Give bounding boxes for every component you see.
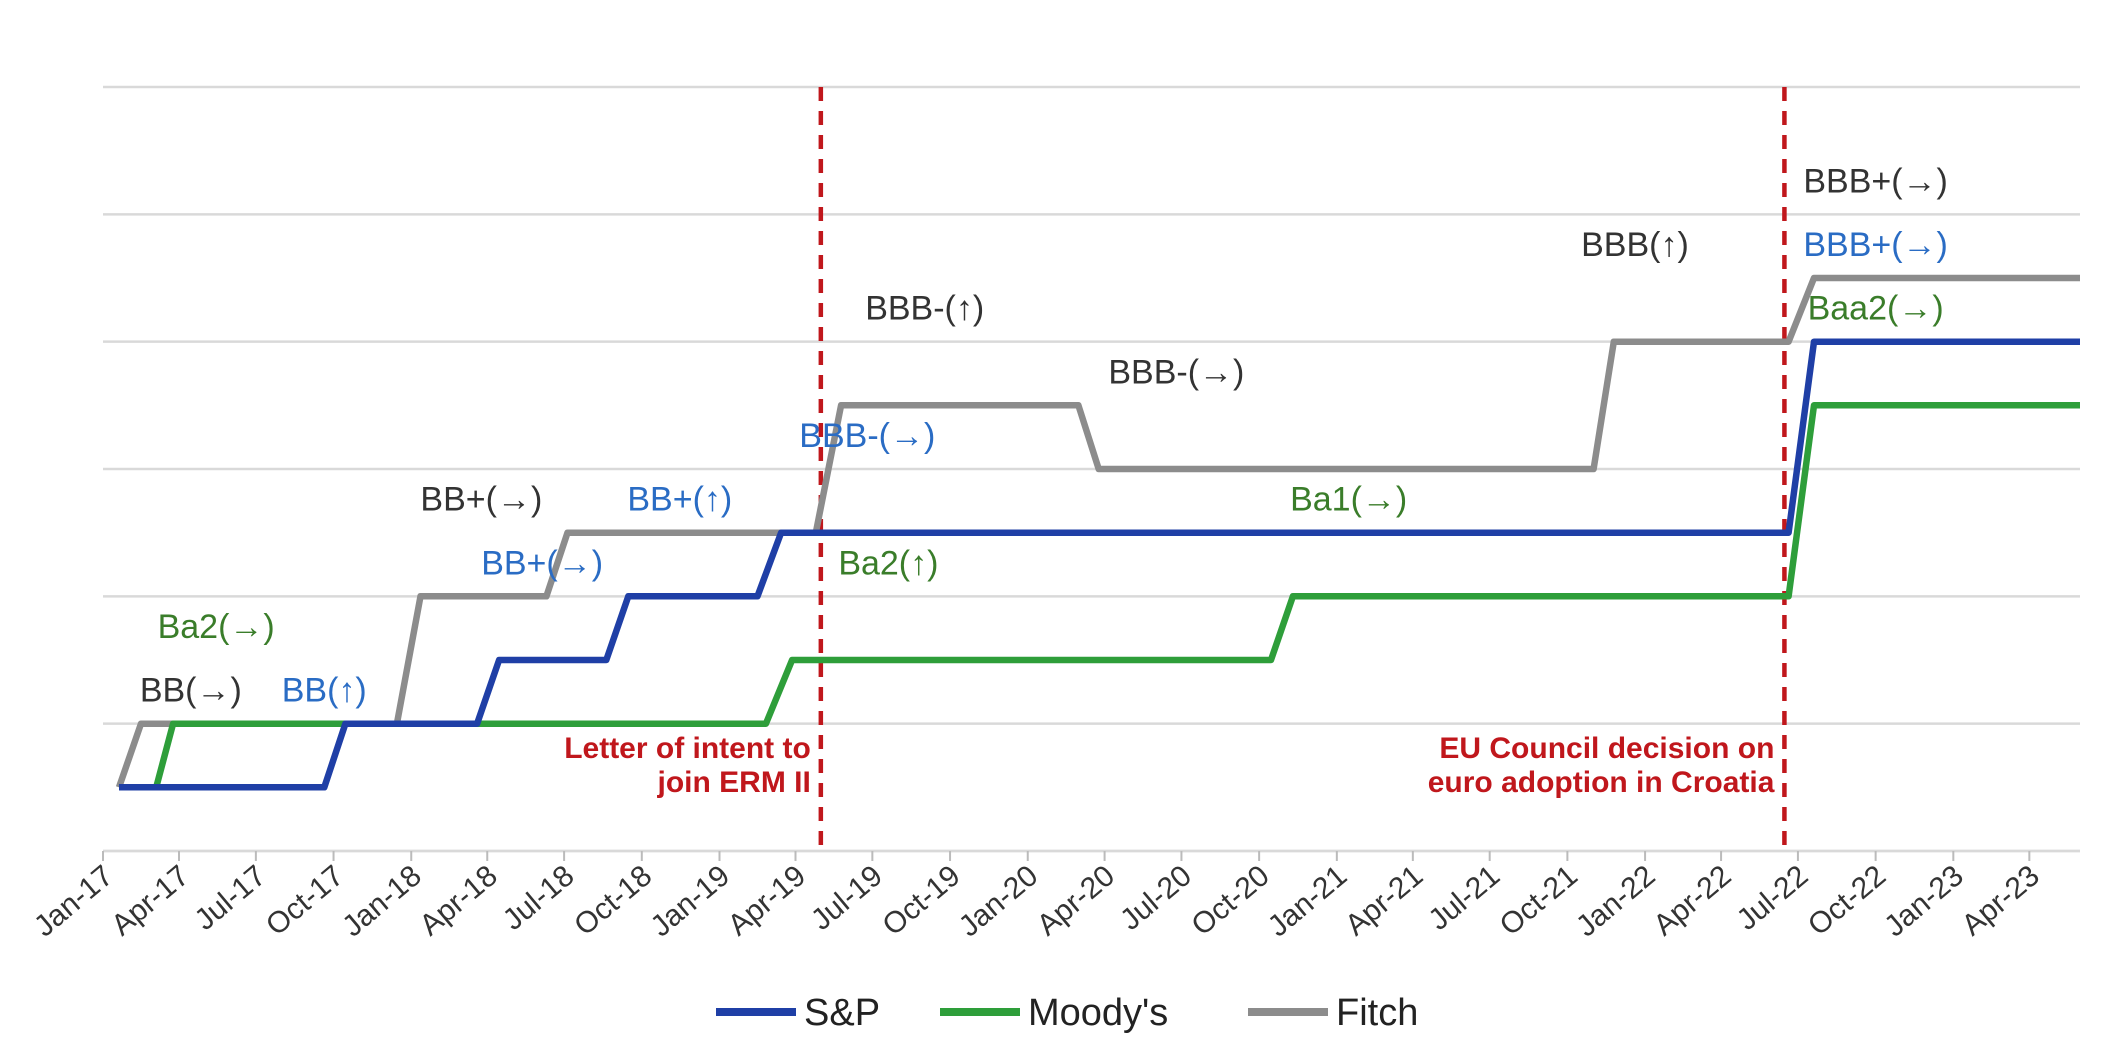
series-lines bbox=[115, 274, 2080, 791]
rating-annotation: Baa2(→) bbox=[1808, 290, 1944, 328]
legend: S&P Moody's Fitch bbox=[716, 992, 1418, 1034]
x-tick-label: Oct-21 bbox=[1494, 859, 1584, 942]
rating-annotation: BB+(↑) bbox=[627, 481, 732, 519]
x-tick-label: Apr-21 bbox=[1339, 859, 1429, 942]
x-tick-label: Jul-18 bbox=[497, 859, 581, 937]
x-tick-label: Apr-23 bbox=[1956, 859, 2046, 942]
x-tick-label: Jan-17 bbox=[28, 859, 119, 943]
legend-label: S&P bbox=[804, 992, 880, 1034]
event-label: euro adoption in Croatia bbox=[1428, 766, 1775, 799]
x-tick-label: Apr-19 bbox=[722, 859, 812, 942]
x-tick-label: Oct-22 bbox=[1802, 859, 1892, 942]
x-tick-label: Jul-19 bbox=[805, 859, 889, 937]
x-tick-label: Oct-20 bbox=[1185, 859, 1275, 942]
x-tick-label: Oct-18 bbox=[568, 859, 658, 942]
rating-annotation: Ba2(↑) bbox=[838, 544, 938, 582]
x-tick-label: Jan-22 bbox=[1570, 859, 1661, 943]
legend-label: Fitch bbox=[1336, 992, 1418, 1034]
x-axis: Jan-17Apr-17Jul-17Oct-17Jan-18Apr-18Jul-… bbox=[28, 849, 2080, 943]
rating-annotation: BBB(↑) bbox=[1581, 226, 1689, 264]
event-label: Letter of intent to bbox=[564, 732, 811, 765]
x-tick-label: Jan-20 bbox=[953, 859, 1044, 943]
x-tick-label: Apr-18 bbox=[414, 859, 504, 942]
rating-annotation: BBB+(→) bbox=[1803, 226, 1948, 264]
x-tick-label: Jul-21 bbox=[1422, 859, 1506, 937]
series-line-moodys bbox=[119, 402, 2080, 791]
x-tick-label: Apr-22 bbox=[1647, 859, 1737, 942]
x-tick-label: Jul-17 bbox=[189, 859, 273, 937]
x-tick-label: Jan-18 bbox=[336, 859, 427, 943]
series-line-sp bbox=[119, 338, 2080, 791]
x-tick-label: Oct-19 bbox=[876, 859, 966, 942]
rating-annotation: BB+(→) bbox=[420, 481, 542, 519]
rating-annotation: BB+(→) bbox=[481, 544, 603, 582]
x-tick-label: Jul-20 bbox=[1114, 859, 1198, 937]
rating-annotation: BBB-(→) bbox=[799, 417, 935, 455]
series-line-fitch bbox=[115, 274, 2080, 789]
rating-annotation: BB(→) bbox=[140, 672, 242, 710]
rating-annotation: BB(↑) bbox=[282, 672, 367, 710]
rating-annotations: BB(→) Ba2(→)BB(↑) BB+(→) BB+(→) BB+(↑) BBB-(→… bbox=[140, 162, 1948, 709]
rating-annotation: Ba2(→) bbox=[158, 608, 275, 646]
x-tick-label: Apr-20 bbox=[1031, 859, 1121, 942]
event-label: EU Council decision on bbox=[1439, 732, 1774, 765]
x-tick-label: Oct-17 bbox=[260, 859, 350, 942]
x-tick-label: Jan-19 bbox=[645, 859, 736, 943]
rating-annotation: Ba1(→) bbox=[1290, 481, 1407, 519]
legend-label: Moody's bbox=[1028, 992, 1168, 1034]
x-tick-label: Jul-22 bbox=[1731, 859, 1815, 937]
rating-annotation: BBB-(↑) bbox=[865, 290, 984, 328]
x-tick-label: Jan-21 bbox=[1262, 859, 1353, 943]
x-tick-label: Jan-23 bbox=[1878, 859, 1969, 943]
x-tick-label: Apr-17 bbox=[105, 859, 195, 942]
event-label: join ERM II bbox=[657, 766, 811, 799]
rating-annotation: BBB+(→) bbox=[1803, 162, 1948, 200]
rating-annotation: BBB-(→) bbox=[1108, 353, 1244, 391]
